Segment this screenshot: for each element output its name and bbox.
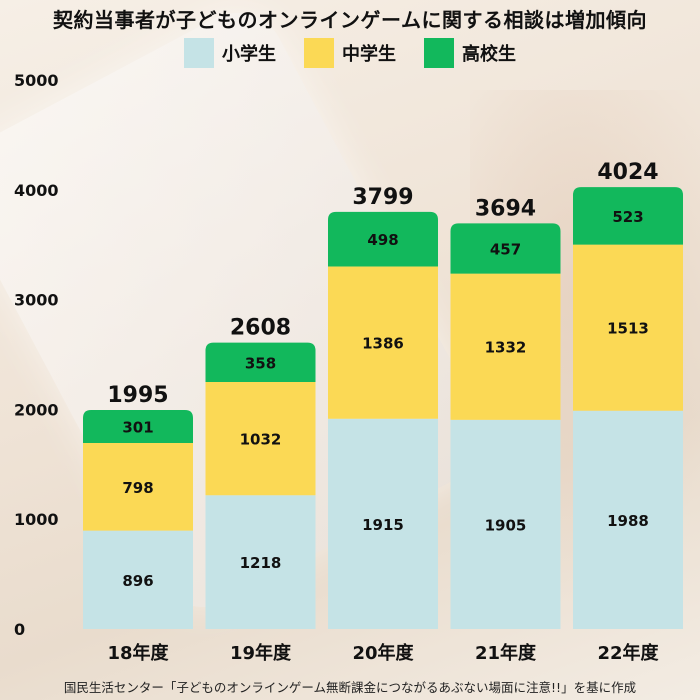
bar-segment bbox=[328, 418, 438, 629]
y-tick-label: 4000 bbox=[14, 181, 59, 200]
bar-segment bbox=[83, 442, 193, 531]
chart-title: 契約当事者が子どものオンラインゲームに関する相談は増加傾向 bbox=[53, 8, 647, 32]
legend-item-high-school: 高校生 bbox=[424, 38, 516, 68]
legend-swatch-junior-high bbox=[304, 38, 334, 68]
bar-segment-label: 1988 bbox=[607, 512, 649, 530]
x-category-label: 19年度 bbox=[230, 642, 292, 664]
legend: 小学生 中学生 高校生 bbox=[0, 38, 700, 68]
legend-label-junior-high: 中学生 bbox=[342, 44, 396, 65]
bar-segment-label: 798 bbox=[122, 479, 153, 497]
y-tick-label: 3000 bbox=[14, 291, 59, 310]
x-category-label: 21年度 bbox=[475, 642, 537, 664]
legend-label-elementary: 小学生 bbox=[222, 44, 276, 65]
bar-segment-label: 457 bbox=[490, 240, 521, 258]
bar-total-label: 2608 bbox=[230, 316, 291, 341]
bar-segment-label: 523 bbox=[612, 208, 643, 226]
x-category-label: 20年度 bbox=[352, 642, 414, 664]
x-category-label: 18年度 bbox=[107, 642, 169, 664]
bar-segment-label: 1032 bbox=[240, 431, 282, 449]
bar-segment-label: 1218 bbox=[240, 554, 282, 572]
bar-segment-label: 1513 bbox=[607, 320, 649, 338]
bar-segment-label: 1332 bbox=[485, 339, 527, 357]
y-tick-label: 5000 bbox=[14, 71, 59, 90]
x-category-label: 22年度 bbox=[597, 642, 659, 664]
bar-total-label: 4024 bbox=[597, 160, 658, 185]
legend-item-junior-high: 中学生 bbox=[304, 38, 396, 68]
bar-segment-label: 896 bbox=[122, 572, 153, 590]
source-note: 国民生活センター「子どものオンラインゲーム無断課金につながるあぶない場面に注意!… bbox=[63, 680, 637, 695]
bar-segment bbox=[450, 419, 561, 629]
legend-item-elementary: 小学生 bbox=[184, 38, 276, 68]
bar-segment bbox=[328, 266, 438, 419]
bar-segment bbox=[205, 381, 316, 496]
bar-segment bbox=[450, 273, 561, 420]
bar-total-label: 3694 bbox=[475, 196, 536, 221]
bar-segment bbox=[205, 495, 316, 629]
bar-segment bbox=[450, 223, 561, 274]
y-tick-label: 1000 bbox=[14, 510, 59, 529]
bar-segment bbox=[573, 187, 683, 245]
bar-total-label: 1995 bbox=[107, 383, 168, 408]
bar-segment bbox=[83, 530, 193, 629]
bar-segment bbox=[83, 409, 193, 443]
bar-segment-label: 1386 bbox=[362, 335, 404, 353]
bar-segment-label: 358 bbox=[245, 354, 276, 372]
bar-segment bbox=[573, 410, 683, 629]
bar-segment-label: 1915 bbox=[362, 516, 404, 534]
bar-total-label: 3799 bbox=[352, 185, 413, 210]
bar-segment bbox=[328, 211, 438, 267]
bar-segment bbox=[205, 342, 316, 382]
legend-swatch-elementary bbox=[184, 38, 214, 68]
y-tick-label: 0 bbox=[14, 620, 25, 639]
legend-swatch-high-school bbox=[424, 38, 454, 68]
bar-segment-label: 1905 bbox=[485, 516, 527, 534]
bar-segment-label: 301 bbox=[122, 418, 153, 436]
legend-label-high-school: 高校生 bbox=[462, 44, 516, 65]
bar-segment-label: 498 bbox=[367, 231, 398, 249]
bar-segment bbox=[573, 244, 683, 411]
y-tick-label: 2000 bbox=[14, 400, 59, 419]
